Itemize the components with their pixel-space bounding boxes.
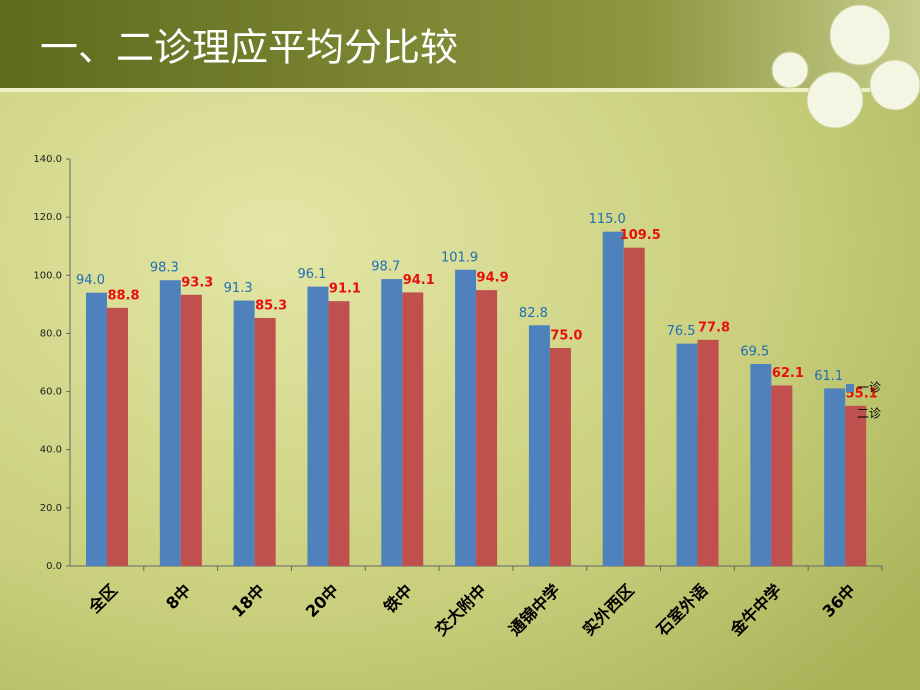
flowers xyxy=(771,4,920,129)
value-label: 94.9 xyxy=(477,271,509,286)
value-label: 88.8 xyxy=(107,288,139,303)
value-label: 85.3 xyxy=(255,299,287,314)
value-label: 75.0 xyxy=(550,328,582,343)
title-bar xyxy=(0,0,920,88)
bar xyxy=(328,301,350,566)
y-tick-label: 0.0 xyxy=(46,561,62,572)
value-label: 94.1 xyxy=(403,273,435,288)
value-label: 96.1 xyxy=(297,267,326,282)
legend-label: 一诊 xyxy=(857,381,881,395)
bar xyxy=(528,325,550,566)
bar xyxy=(623,247,645,567)
value-label: 109.5 xyxy=(620,228,661,243)
slide-title: 一、二诊理应平均分比较 xyxy=(40,26,458,70)
bar xyxy=(476,290,498,566)
value-label: 115.0 xyxy=(589,212,626,227)
bar xyxy=(455,269,477,566)
bar xyxy=(381,279,403,566)
y-tick-label: 80.0 xyxy=(40,328,62,339)
value-label: 101.9 xyxy=(441,250,478,265)
bar xyxy=(86,292,107,566)
bar xyxy=(254,318,276,566)
value-label: 69.5 xyxy=(740,344,769,359)
title-rule xyxy=(0,88,920,92)
value-label: 91.1 xyxy=(329,282,361,297)
y-tick-label: 60.0 xyxy=(40,387,62,398)
value-label: 93.3 xyxy=(181,275,213,290)
legend-swatch xyxy=(846,410,854,418)
bar xyxy=(159,280,181,566)
value-label: 61.1 xyxy=(814,369,843,384)
bar xyxy=(549,347,571,566)
y-tick-label: 20.0 xyxy=(40,503,62,514)
y-tick-label: 140.0 xyxy=(33,154,62,165)
y-tick-label: 40.0 xyxy=(40,445,62,456)
y-tick-label: 120.0 xyxy=(33,212,62,223)
bar xyxy=(697,339,719,566)
value-label: 77.8 xyxy=(698,320,730,335)
value-label: 98.7 xyxy=(371,260,400,275)
bar xyxy=(307,286,329,566)
value-label: 94.0 xyxy=(76,273,105,288)
value-label: 76.5 xyxy=(667,324,696,339)
bar xyxy=(750,363,772,566)
value-label: 98.3 xyxy=(150,261,179,276)
bar xyxy=(771,385,793,566)
bar xyxy=(845,405,867,566)
bar xyxy=(180,294,202,566)
bar xyxy=(402,292,424,566)
value-label: 82.8 xyxy=(519,306,548,321)
value-label: 62.1 xyxy=(772,366,804,381)
bar xyxy=(233,300,255,566)
bar xyxy=(824,388,846,566)
y-tick-label: 100.0 xyxy=(33,270,62,281)
legend-swatch xyxy=(846,384,854,392)
bar xyxy=(107,307,128,566)
bar xyxy=(602,231,624,566)
legend-label: 二诊 xyxy=(857,407,881,421)
bar xyxy=(676,343,698,566)
value-label: 91.3 xyxy=(224,281,253,296)
